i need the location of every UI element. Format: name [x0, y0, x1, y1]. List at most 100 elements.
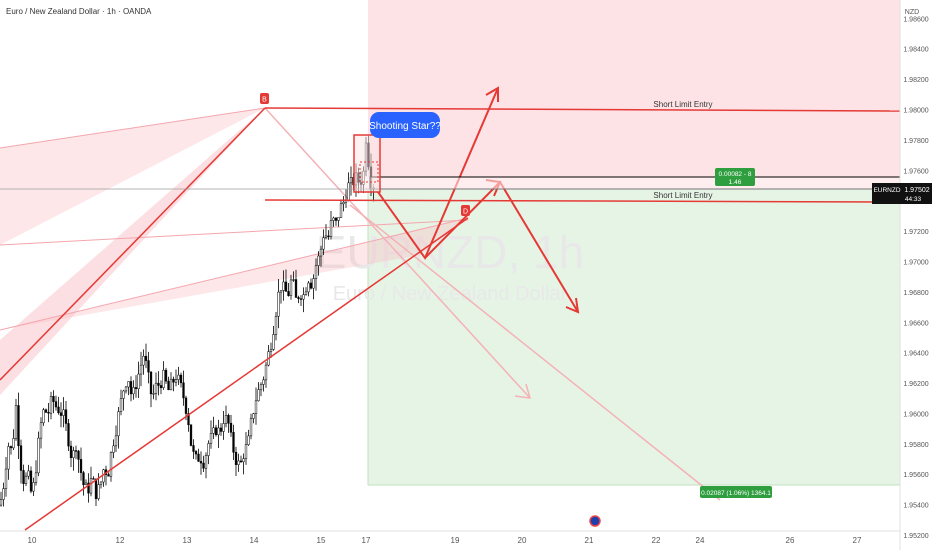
candle-body — [317, 255, 320, 266]
candle-body — [0, 499, 3, 506]
x-tick-label: 21 — [585, 536, 594, 545]
y-tick-label: 1.97200 — [903, 229, 928, 236]
candle-body — [82, 472, 85, 486]
candle-body — [289, 279, 293, 296]
watermark-symbol: EURNZD, 1h — [316, 226, 584, 278]
short-entry-label-bottom: Short Limit Entry — [653, 191, 712, 200]
candle-body — [284, 281, 288, 292]
upper-level-line[interactable] — [264, 107, 901, 112]
candle-body — [347, 182, 350, 201]
x-tick-label: 22 — [652, 536, 661, 545]
pattern-trendline[interactable] — [24, 217, 469, 531]
candle-body — [277, 291, 280, 317]
candle-body — [184, 397, 188, 414]
candle-body — [47, 412, 50, 414]
candle-body — [57, 406, 60, 414]
candle-body — [139, 364, 143, 375]
x-tick-label: 27 — [853, 536, 862, 545]
candle-body — [24, 475, 28, 484]
candle-body — [202, 462, 205, 469]
risk-zone — [368, 0, 900, 177]
candle-body — [189, 424, 193, 446]
candle-body — [79, 459, 83, 473]
point-b-label: B — [262, 97, 267, 104]
candle-body — [29, 470, 33, 492]
candle-body — [254, 400, 258, 414]
candle-body — [157, 382, 160, 386]
pattern-light-leg-2 — [0, 219, 469, 246]
y-tick-label: 1.96600 — [903, 320, 928, 327]
lower-level-line[interactable] — [264, 199, 901, 203]
candle-body — [299, 298, 303, 300]
candle-body — [122, 390, 125, 399]
y-tick-label: 1.96200 — [903, 381, 928, 388]
candle-body — [107, 474, 110, 477]
pattern-leg-xb[interactable] — [0, 107, 266, 381]
candle-body — [159, 385, 163, 389]
stop-badge-line2: 1.46 — [729, 179, 742, 186]
pattern-fill-upper — [0, 108, 265, 245]
candle-body — [199, 461, 203, 464]
candle-body — [212, 427, 215, 434]
candle-body — [32, 482, 35, 492]
candle-body — [27, 470, 30, 477]
candle-body — [252, 413, 255, 419]
candle-body — [127, 381, 130, 388]
stop-badge[interactable] — [715, 168, 755, 186]
candle-body — [192, 445, 195, 452]
candle-body — [54, 401, 58, 408]
candle-body — [219, 427, 223, 432]
y-tick-label: 1.97000 — [903, 259, 928, 266]
candle-body — [249, 418, 253, 437]
candle-body — [214, 427, 218, 436]
candle-body — [209, 433, 213, 444]
candle-body — [292, 279, 295, 281]
candle-body — [119, 398, 123, 412]
y-tick-label: 1.98200 — [903, 77, 928, 84]
candle-body — [97, 484, 100, 499]
candle-body — [114, 435, 118, 447]
shooting-star-inner — [359, 161, 379, 183]
price-axis-bg[interactable] — [900, 0, 932, 550]
pattern-light-leg-4 — [264, 107, 531, 399]
candle-body — [92, 478, 95, 480]
point-b-badge[interactable] — [260, 93, 269, 104]
candle-body — [329, 220, 333, 238]
candle-body — [37, 437, 40, 474]
candle-body — [62, 409, 65, 416]
candle-body — [234, 452, 238, 465]
candle-body — [109, 452, 113, 477]
candle-body — [67, 423, 70, 447]
candle-body — [49, 396, 53, 414]
callout-bubble[interactable] — [370, 112, 440, 138]
candle-body — [77, 450, 80, 460]
y-tick-label: 1.96800 — [903, 290, 928, 297]
chart-title: Euro / New Zealand Dollar · 1h · OANDA — [6, 7, 152, 16]
candle-body — [304, 291, 308, 295]
target-badge[interactable] — [700, 486, 772, 498]
candle-body — [59, 412, 63, 416]
current-price-badge[interactable] — [872, 183, 932, 204]
point-d-badge[interactable] — [461, 205, 470, 216]
callout-text: Shooting Star?? — [369, 121, 441, 132]
candle-body — [129, 381, 133, 395]
countdown-label: 44:33 — [905, 196, 922, 203]
candle-body — [7, 446, 10, 470]
candle-body — [322, 237, 325, 250]
y-tick-label: 1.97800 — [903, 138, 928, 145]
candle-body — [204, 455, 208, 469]
shooting-star-box[interactable] — [353, 134, 381, 193]
stop-zone-box[interactable] — [369, 176, 901, 190]
candle-body — [167, 380, 170, 391]
event-marker[interactable] — [589, 515, 601, 527]
point-d-label: D — [463, 209, 468, 216]
candle-body — [187, 413, 190, 425]
candle-body — [207, 443, 210, 456]
candle-body — [302, 294, 305, 300]
candle-body — [194, 451, 198, 455]
candle-body — [134, 387, 138, 389]
candle-body — [94, 478, 98, 499]
x-tick-label: 10 — [28, 536, 37, 545]
